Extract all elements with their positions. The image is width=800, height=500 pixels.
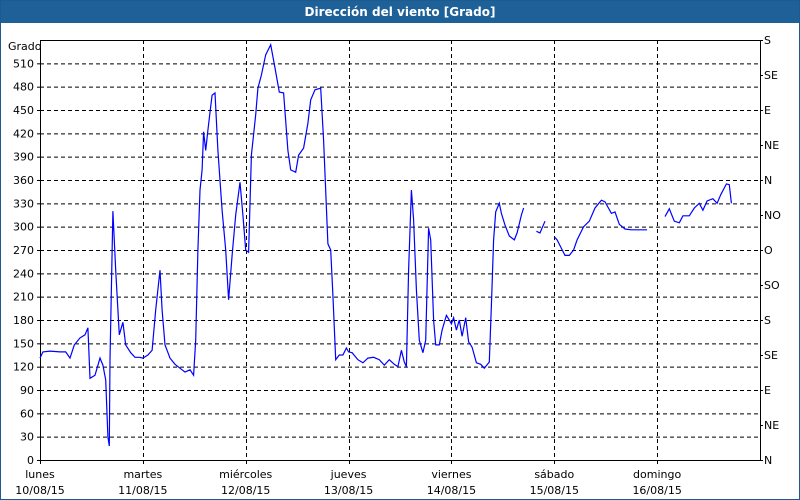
x-tick-date: 16/08/15 [632,484,681,497]
y-tick-label: 360 [13,174,34,187]
y-tick-label: 60 [20,407,34,420]
y-tick-label: 0 [27,454,34,467]
y-tick-label: 30 [20,431,34,444]
compass-label: SE [764,69,778,82]
chart-title: Dirección del viento [Grado] [1,1,799,23]
y-tick-label: 390 [13,151,34,164]
x-tick-date: 11/08/15 [118,484,167,497]
x-tick-day: viernes [431,468,471,481]
x-tick-day: domingo [633,468,681,481]
y-tick-label: 480 [13,81,34,94]
x-tick-day: miércoles [219,468,272,481]
x-tick-day: jueves [330,468,367,481]
y-tick-label: 510 [13,57,34,70]
grid [40,40,760,460]
compass-label: NE [764,139,779,152]
y-tick-label: 450 [13,104,34,117]
y-tick-label: 210 [13,291,34,304]
x-tick-day: lunes [25,468,55,481]
compass-label: SO [764,279,780,292]
y-tick-label: 300 [13,221,34,234]
axes: 0 30 60 90 120 150 180 210 240 270 300 330 360 390 420… [13,34,781,497]
x-tick-date: 13/08/15 [324,484,373,497]
compass-label: N [764,174,772,187]
y-tick-label: 420 [13,127,34,140]
series [39,42,732,447]
y-tick-label: 180 [13,314,34,327]
compass-label: SE [764,349,778,362]
wind-direction-line-segment [39,42,525,447]
wind-direction-line-segment [664,183,732,224]
y-axis-label: Grado [8,40,42,53]
wind-direction-line-segment [536,220,546,234]
compass-label: N [764,454,772,467]
y-tick-label: 270 [13,244,34,257]
y-tick-label: 330 [13,197,34,210]
y-tick-label: 120 [13,361,34,374]
x-tick-date: 14/08/15 [427,484,476,497]
compass-label: E [764,104,771,117]
compass-label: E [764,384,771,397]
compass-label: NO [764,209,781,222]
compass-label: S [764,314,771,327]
compass-label: NE [764,419,779,432]
y-tick-label: 240 [13,267,34,280]
x-tick-date: 15/08/15 [530,484,579,497]
wind-direction-line-segment [553,199,648,256]
compass-label: O [764,244,773,257]
x-tick-date: 12/08/15 [221,484,270,497]
x-tick-date: 10/08/15 [15,484,64,497]
x-tick-day: sábado [534,468,574,481]
compass-label: S [764,34,771,47]
y-tick-label: 150 [13,337,34,350]
x-tick-day: martes [123,468,162,481]
y-tick-label: 90 [20,384,34,397]
